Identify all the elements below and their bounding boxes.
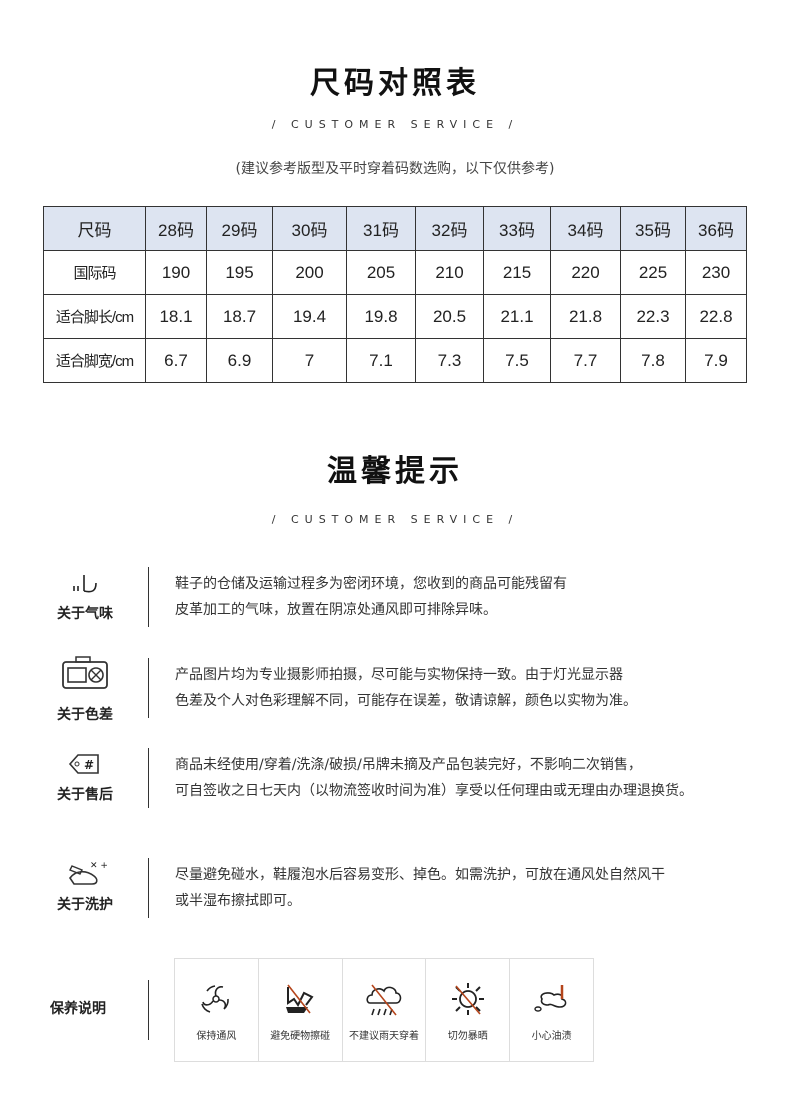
svg-text:✕ +: ✕ + <box>90 861 108 871</box>
table-cell: 225 <box>620 250 686 295</box>
table-cell: 7 <box>272 338 347 383</box>
tip-label: 关于洗护 <box>57 897 113 913</box>
tips-subtitle: / CUSTOMER SERVICE / <box>271 513 519 526</box>
header-cell: 30码 <box>272 206 347 251</box>
header-cell: 32码 <box>415 206 484 251</box>
size-chart-note: (建议参考版型及平时穿着码数选购，以下仅供参考) <box>235 161 555 177</box>
no-rain-icon <box>366 984 402 1016</box>
table-cell: 6.7 <box>145 338 207 383</box>
table-cell: 6.9 <box>206 338 273 383</box>
header-cell: 31码 <box>346 206 416 251</box>
table-row: 适合脚宽/cm 6.7 6.9 7 7.1 7.3 7.5 7.7 7.8 7.9 <box>43 338 747 383</box>
table-cell: 19.8 <box>346 294 416 339</box>
divider <box>148 980 149 1040</box>
header-cell: 28码 <box>145 206 207 251</box>
tip-text: 尽量避免碰水，鞋履泡水后容易变形、掉色。如需洗护，可放在通风处自然风干 <box>175 867 665 883</box>
divider <box>148 858 149 918</box>
table-header-row: 尺码 28码 29码 30码 31码 32码 33码 34码 35码 36码 <box>43 206 747 251</box>
camera-icon <box>60 656 110 689</box>
tip-label: 关于气味 <box>57 606 113 622</box>
header-cell: 尺码 <box>43 206 146 251</box>
care-item-label: 小心油渍 <box>531 1031 572 1042</box>
care-item: 小心油渍 <box>510 959 593 1061</box>
table-cell: 18.1 <box>145 294 207 339</box>
divider <box>148 567 149 627</box>
table-cell: 200 <box>272 250 347 295</box>
table-row: 适合脚长/cm 18.1 18.7 19.4 19.8 20.5 21.1 21.8 22.3 2… <box>43 294 747 339</box>
table-cell: 195 <box>206 250 273 295</box>
tip-washing: ✕ + 关于洗护 尽量避免碰水，鞋履泡水后容易变形、掉色。如需洗护，可放在通风处… <box>40 858 760 920</box>
tip-label: 关于色差 <box>57 707 113 723</box>
table-cell: 20.5 <box>415 294 484 339</box>
row-label: 适合脚长/cm <box>43 294 146 339</box>
size-chart-title: 尺码对照表 <box>310 66 480 101</box>
tip-text: 可自签收之日七天内（以物流签收时间为准）享受以任何理由或无理由办理退换货。 <box>175 783 693 799</box>
tag-icon: # <box>60 748 110 778</box>
table-cell: 190 <box>145 250 207 295</box>
table-cell: 7.5 <box>483 338 551 383</box>
tip-after-sales: # 关于售后 商品未经使用/穿着/洗涤/破损/吊牌未摘及产品包装完好，不影响二次… <box>40 748 760 810</box>
tip-label: 关于售后 <box>57 787 113 803</box>
care-item-label: 不建议雨天穿着 <box>348 1031 419 1042</box>
no-sun-icon <box>451 983 484 1015</box>
header-cell: 29码 <box>206 206 273 251</box>
table-cell: 7.8 <box>620 338 686 383</box>
table-cell: 230 <box>685 250 747 295</box>
table-cell: 21.8 <box>550 294 621 339</box>
table-cell: 7.3 <box>415 338 484 383</box>
table-cell: 215 <box>483 250 551 295</box>
table-cell: 21.1 <box>483 294 551 339</box>
care-item: 避免硬物擦碰 <box>259 959 343 1061</box>
table-cell: 19.4 <box>272 294 347 339</box>
header-cell: 35码 <box>620 206 686 251</box>
table-cell: 205 <box>346 250 416 295</box>
care-item-label: 切勿暴晒 <box>447 1031 488 1042</box>
table-cell: 22.8 <box>685 294 747 339</box>
care-item-label: 避免硬物擦碰 <box>270 1031 331 1042</box>
tip-text: 色差及个人对色彩理解不同，可能存在误差，敬请谅解，颜色以实物为准。 <box>175 693 637 709</box>
care-item: 保持通风 <box>175 959 259 1061</box>
tip-color: 关于色差 产品图片均为专业摄影师拍摄，尽可能与实物保持一致。由于灯光显示器 色差及… <box>40 656 760 723</box>
table-cell: 7.9 <box>685 338 747 383</box>
care-item: 切勿暴晒 <box>426 959 511 1061</box>
svg-text:#: # <box>84 758 94 772</box>
row-label: 适合脚宽/cm <box>43 338 146 383</box>
table-cell: 7.7 <box>550 338 621 383</box>
care-label: 保养说明 <box>50 1001 106 1017</box>
tip-text: 商品未经使用/穿着/洗涤/破损/吊牌未摘及产品包装完好，不影响二次销售， <box>175 757 642 773</box>
table-cell: 7.1 <box>346 338 416 383</box>
fan-icon <box>201 985 230 1013</box>
tip-text: 或半湿布擦拭即可。 <box>175 893 301 909</box>
table-row: 国际码 190 195 200 205 210 215 220 225 230 <box>43 250 747 295</box>
oil-stain-icon <box>533 985 566 1012</box>
table-cell: 18.7 <box>206 294 273 339</box>
size-chart-table: 尺码 28码 29码 30码 31码 32码 33码 34码 35码 36码 国际码 190 195 2… <box>43 206 747 383</box>
tip-text: 产品图片均为专业摄影师拍摄，尽可能与实物保持一致。由于灯光显示器 <box>175 667 623 683</box>
header-cell: 33码 <box>483 206 551 251</box>
header-cell: 34码 <box>550 206 621 251</box>
washing-icon: ✕ + <box>60 858 110 888</box>
tips-title: 温馨提示 <box>327 454 463 489</box>
divider <box>148 658 149 718</box>
divider <box>148 748 149 808</box>
tip-text: 皮革加工的气味，放置在阴凉处通风即可排除异味。 <box>175 602 497 618</box>
tip-text: 鞋子的仓储及运输过程多为密闭环境，您收到的商品可能残留有 <box>175 576 567 592</box>
tip-smell: 关于气味 鞋子的仓储及运输过程多为密闭环境，您收到的商品可能残留有 皮革加工的气味… <box>40 567 760 629</box>
table-cell: 210 <box>415 250 484 295</box>
header-cell: 36码 <box>685 206 747 251</box>
care-item: 不建议雨天穿着 <box>343 959 427 1061</box>
table-cell: 22.3 <box>620 294 686 339</box>
care-icons: 保持通风 避免硬物擦碰 不建议雨天穿着 切勿暴晒 小心油渍 <box>174 958 594 1062</box>
table-cell: 220 <box>550 250 621 295</box>
row-label: 国际码 <box>43 250 146 295</box>
smell-icon <box>60 567 110 597</box>
no-impact-icon <box>286 984 314 1014</box>
care-item-label: 保持通风 <box>196 1031 237 1042</box>
size-chart-subtitle: / CUSTOMER SERVICE / <box>271 118 519 131</box>
